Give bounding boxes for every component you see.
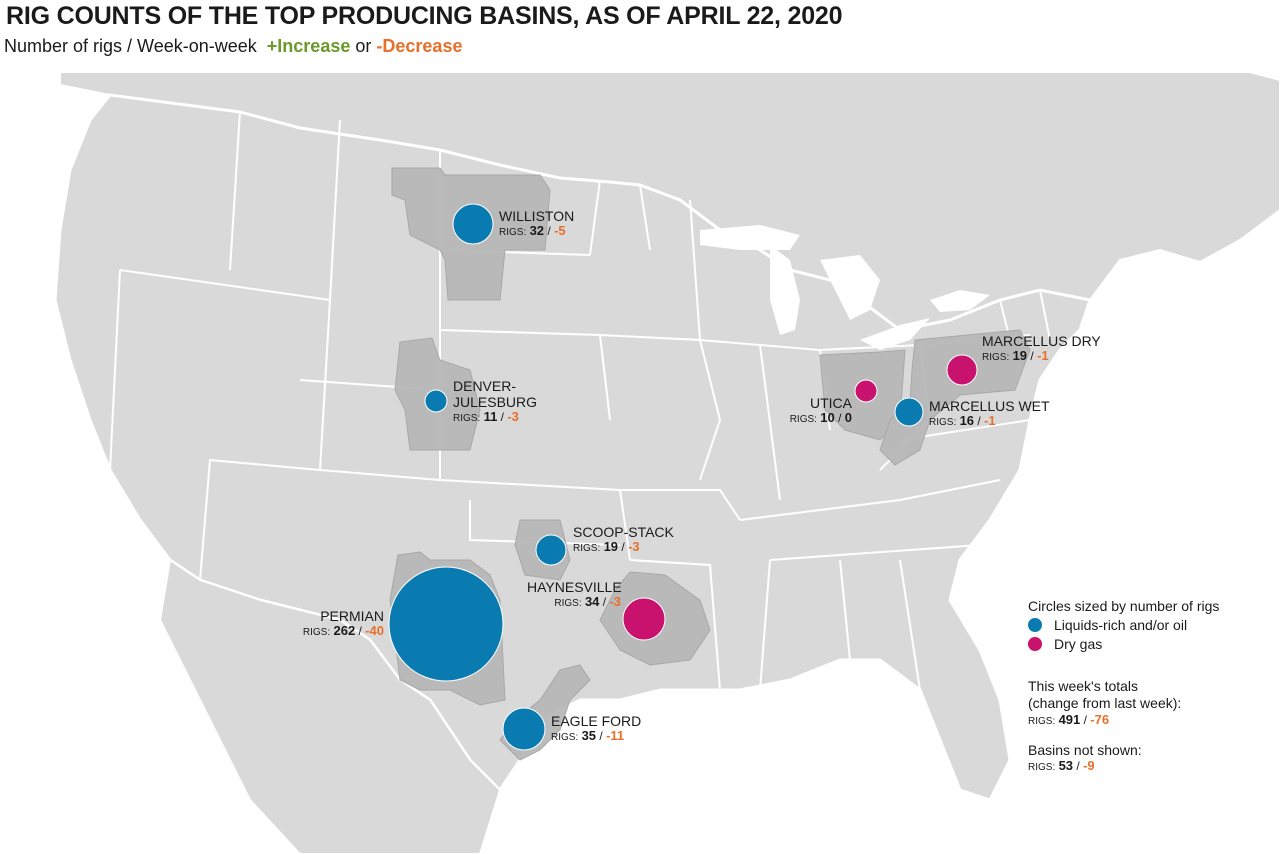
rigs-key: RIGS: xyxy=(573,543,601,555)
rigs-change: -11 xyxy=(606,728,625,744)
utica-rigs: RIGS: 10 / 0 xyxy=(789,410,852,426)
rigs-count: 32 xyxy=(529,223,545,239)
marcellus-dry-label: MARCELLUS DRY RIGS: 19 / -1 xyxy=(982,333,1101,364)
haynesville-label: HAYNESVILLE RIGS: 34 / -3 xyxy=(527,579,622,610)
rigs-key: RIGS: xyxy=(929,417,957,429)
scoop-stack-name: SCOOP-STACK xyxy=(573,524,674,540)
totals-count: 491 xyxy=(1058,711,1081,727)
not-shown-count: 53 xyxy=(1058,758,1074,774)
eagle-ford-label: EAGLE FORD RIGS: 35 / -11 xyxy=(551,713,641,744)
rigs-key: RIGS: xyxy=(982,352,1010,364)
totals-line1: This week's totals xyxy=(1028,678,1139,694)
rigs-count: 10 xyxy=(820,410,835,426)
totals-rigs: RIGS: 491 / -76 xyxy=(1028,711,1110,727)
marcellus-dry-rigs: RIGS: 19 / -1 xyxy=(982,348,1049,364)
rigs-count: 16 xyxy=(959,413,975,429)
rigs-change: -1 xyxy=(984,413,996,429)
drygas-swatch-icon xyxy=(1028,637,1042,651)
rigs-change: -1 xyxy=(1037,348,1049,364)
permian-circle xyxy=(388,566,504,682)
subtitle-increase: +Increase xyxy=(266,36,351,56)
marcellus-dry-circle xyxy=(946,354,978,386)
permian-name: PERMIAN xyxy=(320,608,384,624)
scoop-stack-circle xyxy=(535,534,567,566)
rigs-change: -3 xyxy=(609,594,621,610)
legend: Circles sized by number of rigs Liquids-… xyxy=(1028,598,1219,774)
basin-circles xyxy=(388,203,978,751)
legend-liquids: Liquids-rich and/or oil xyxy=(1054,617,1188,633)
haynesville-circle xyxy=(622,597,666,641)
legend-drygas: Dry gas xyxy=(1054,636,1103,652)
rigs-key: RIGS: xyxy=(1028,762,1056,774)
not-shown-rigs: RIGS: 53 / -9 xyxy=(1028,758,1095,774)
rigs-key: RIGS: xyxy=(789,414,817,426)
williston-label: WILLISTON RIGS: 32 / -5 xyxy=(499,208,574,239)
rigs-change: -3 xyxy=(628,539,640,555)
subtitle-decrease: -Decrease xyxy=(376,36,463,56)
legend-drygas-row: Dry gas xyxy=(1028,636,1219,652)
subtitle-prefix: Number of rigs / Week-on-week xyxy=(4,36,257,56)
legend-totals: This week's totals (change from last wee… xyxy=(1028,678,1219,728)
dj-name-line1: DENVER- xyxy=(453,378,517,394)
rigs-count: 19 xyxy=(603,539,619,555)
scoop-stack-rigs: RIGS: 19 / -3 xyxy=(573,539,640,555)
rigs-key: RIGS: xyxy=(554,598,582,610)
marcellus-dry-name: MARCELLUS DRY xyxy=(982,333,1101,349)
eagle-ford-rigs: RIGS: 35 / -11 xyxy=(551,728,625,744)
eagle-ford-name: EAGLE FORD xyxy=(551,713,642,729)
scoop-stack-label: SCOOP-STACK RIGS: 19 / -3 xyxy=(573,524,674,555)
dj-name-line2: JULESBURG xyxy=(453,394,538,411)
marcellus-wet-label: MARCELLUS WET RIGS: 16 / -1 xyxy=(929,398,1050,429)
rigs-key: RIGS: xyxy=(453,413,481,425)
rigs-key: RIGS: xyxy=(499,227,527,239)
marcellus-wet-rigs: RIGS: 16 / -1 xyxy=(929,413,996,429)
permian-label: PERMIAN RIGS: 262 / -40 xyxy=(288,608,384,639)
totals-line2: (change from last week): xyxy=(1028,694,1182,711)
rigs-key: RIGS: xyxy=(1028,715,1056,727)
not-shown-change: -9 xyxy=(1083,758,1095,774)
williston-name: WILLISTON xyxy=(499,208,575,224)
utica-name: UTICA xyxy=(810,395,852,411)
haynesville-name: HAYNESVILLE xyxy=(527,579,622,595)
map-subtitle: Number of rigs / Week-on-week +Increase … xyxy=(4,36,462,57)
eagle-ford-circle xyxy=(502,707,546,751)
rigs-count: 19 xyxy=(1012,348,1028,364)
great-lakes xyxy=(700,225,990,350)
permian-rigs: RIGS: 262 / -40 xyxy=(302,623,384,639)
dj-label: DENVER- JULESBURG RIGS: 11 / -3 xyxy=(453,378,537,425)
not-shown-title: Basins not shown: xyxy=(1028,741,1142,758)
marcellus-wet-name: MARCELLUS WET xyxy=(929,398,1050,414)
legend-not-shown: Basins not shown: RIGS: 53 / -9 xyxy=(1028,742,1219,775)
rigs-change: -5 xyxy=(554,223,566,239)
utica-circle xyxy=(854,379,878,403)
haynesville-rigs: RIGS: 34 / -3 xyxy=(554,594,621,610)
map-title: RIG COUNTS OF THE TOP PRODUCING BASINS, … xyxy=(6,2,843,30)
rigs-key: RIGS: xyxy=(551,732,579,744)
dj-circle xyxy=(424,389,448,413)
liquids-swatch-icon xyxy=(1028,618,1042,632)
rigs-count: 11 xyxy=(483,409,498,425)
dj-rigs: RIGS: 11 / -3 xyxy=(453,409,519,425)
rigs-count: 34 xyxy=(584,594,600,610)
williston-circle xyxy=(452,203,494,245)
rigs-count: 35 xyxy=(581,728,597,744)
us-basemap xyxy=(0,70,1280,854)
subtitle-or: or xyxy=(355,36,372,56)
legend-liquids-row: Liquids-rich and/or oil xyxy=(1028,617,1219,633)
legend-title: Circles sized by number of rigs xyxy=(1028,598,1220,614)
totals-change: -76 xyxy=(1090,711,1110,727)
williston-rigs: RIGS: 32 / -5 xyxy=(499,223,566,239)
mexico-land xyxy=(158,558,502,854)
marcellus-wet-circle xyxy=(894,397,924,427)
rigs-count: 262 xyxy=(333,623,356,639)
rigs-change: -3 xyxy=(507,409,519,425)
utica-label: UTICA RIGS: 10 / 0 xyxy=(782,395,852,426)
rigs-key: RIGS: xyxy=(302,627,331,639)
rigs-change: -40 xyxy=(365,623,384,639)
rigs-change: 0 xyxy=(844,410,852,426)
